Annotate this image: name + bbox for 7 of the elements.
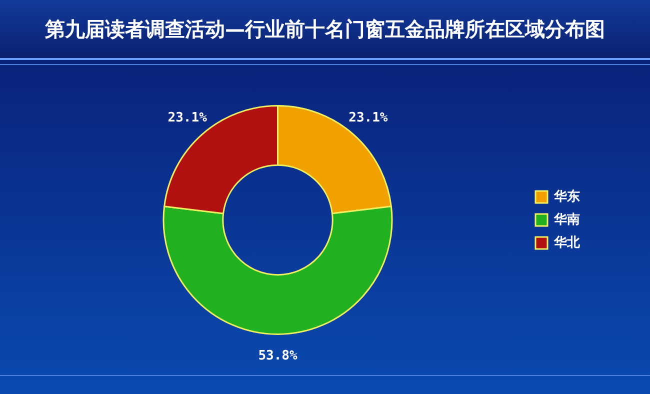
legend-label: 华南 [553,212,580,228]
legend-label: 华东 [553,188,580,204]
chart-title: 第九届读者调查活动—行业前十名门窗五金品牌所在区域分布图 [45,16,605,42]
data-label: 23.1% [168,110,208,126]
legend-label: 华北 [553,235,581,250]
data-label: 23.1% [348,110,388,126]
data-label: 53.8% [258,348,298,364]
